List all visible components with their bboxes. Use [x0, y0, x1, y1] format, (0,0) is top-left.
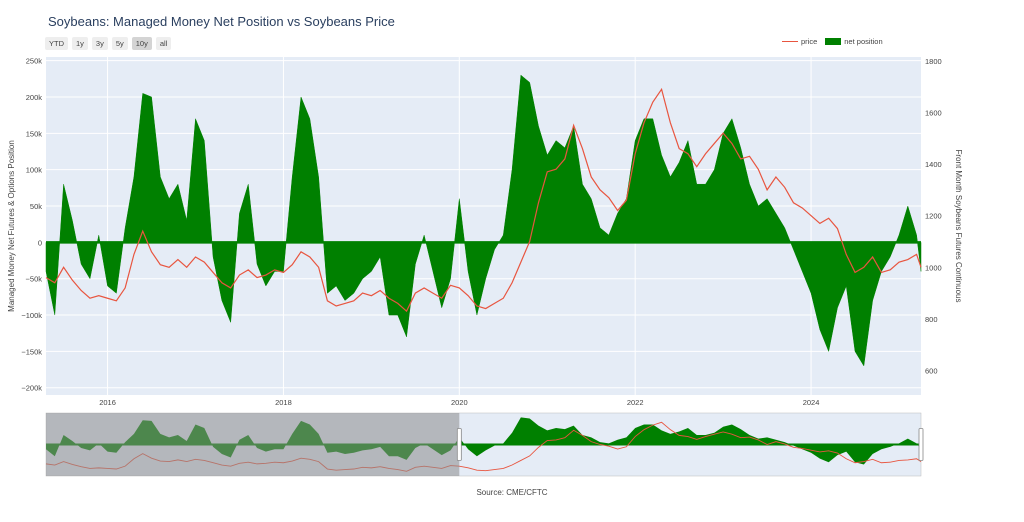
y2-tick-label: 1800	[925, 57, 942, 66]
chart-title: Soybeans: Managed Money Net Position vs …	[48, 14, 395, 29]
range-button-10y[interactable]: 10y	[131, 37, 152, 50]
price-line	[45, 87, 922, 313]
range-button-5y[interactable]: 5y	[111, 37, 128, 50]
price-line-swatch	[782, 41, 798, 42]
range-button-all[interactable]: all	[155, 37, 172, 50]
y-axis-title: Managed Money Net Futures & Options Posi…	[7, 140, 16, 312]
range-slider-handle[interactable]	[456, 428, 462, 461]
x-tick-label: 2018	[275, 398, 292, 407]
x-tick-label: 2022	[627, 398, 644, 407]
y-tick-label: 100k	[26, 166, 43, 175]
x-tick-label: 2020	[451, 398, 468, 407]
y-tick-label: −150k	[21, 347, 42, 356]
legend-label-net-position: net position	[844, 37, 883, 46]
y2-tick-label: 1000	[925, 263, 942, 272]
y-tick-label: −50k	[26, 275, 43, 284]
range-button-3y[interactable]: 3y	[91, 37, 108, 50]
range-button-1y[interactable]: 1y	[72, 37, 88, 50]
range-button-ytd[interactable]: YTD	[45, 37, 68, 50]
y-tick-label: 200k	[26, 93, 43, 102]
y2-axis-title: Front Month Soybeans Futures Continuous	[954, 150, 963, 303]
net-position-swatch	[825, 38, 842, 45]
range-slider-selection-mask	[46, 413, 460, 476]
y-tick-label: −100k	[21, 311, 42, 320]
x-tick-label: 2016	[99, 398, 116, 407]
net-position-area	[45, 74, 922, 367]
y2-tick-label: 1400	[925, 160, 942, 169]
y-tick-label: 250k	[26, 57, 43, 66]
net-position-fill	[45, 74, 922, 367]
y2-tick-label: 800	[925, 315, 938, 324]
legend-item-net-position[interactable]: net position	[825, 37, 883, 46]
price-series-line	[45, 87, 922, 313]
legend-item-price[interactable]: price	[782, 37, 817, 46]
range-selector: YTD 1y 3y 5y 10y all	[45, 37, 172, 50]
y2-tick-label: 600	[925, 366, 938, 375]
y-tick-label: 0	[38, 238, 42, 247]
range-slider[interactable]	[45, 412, 924, 477]
y-tick-label: −200k	[21, 384, 42, 393]
range-slider-net-area	[46, 417, 921, 465]
legend-label-price: price	[801, 37, 818, 46]
y2-tick-label: 1200	[925, 212, 942, 221]
y2-tick-label: 1600	[925, 108, 942, 117]
source-note: Source: CME/CFTC	[476, 488, 548, 497]
x-tick-label: 2024	[803, 398, 820, 407]
axes: 250k 200k 150k 100k 50k 0 −50k −100k −150k −200k 1…	[21, 57, 941, 407]
range-slider-handle[interactable]	[918, 428, 924, 461]
y-tick-label: 50k	[30, 202, 42, 211]
y-tick-label: 150k	[26, 129, 43, 138]
legend: price net position	[782, 37, 883, 46]
